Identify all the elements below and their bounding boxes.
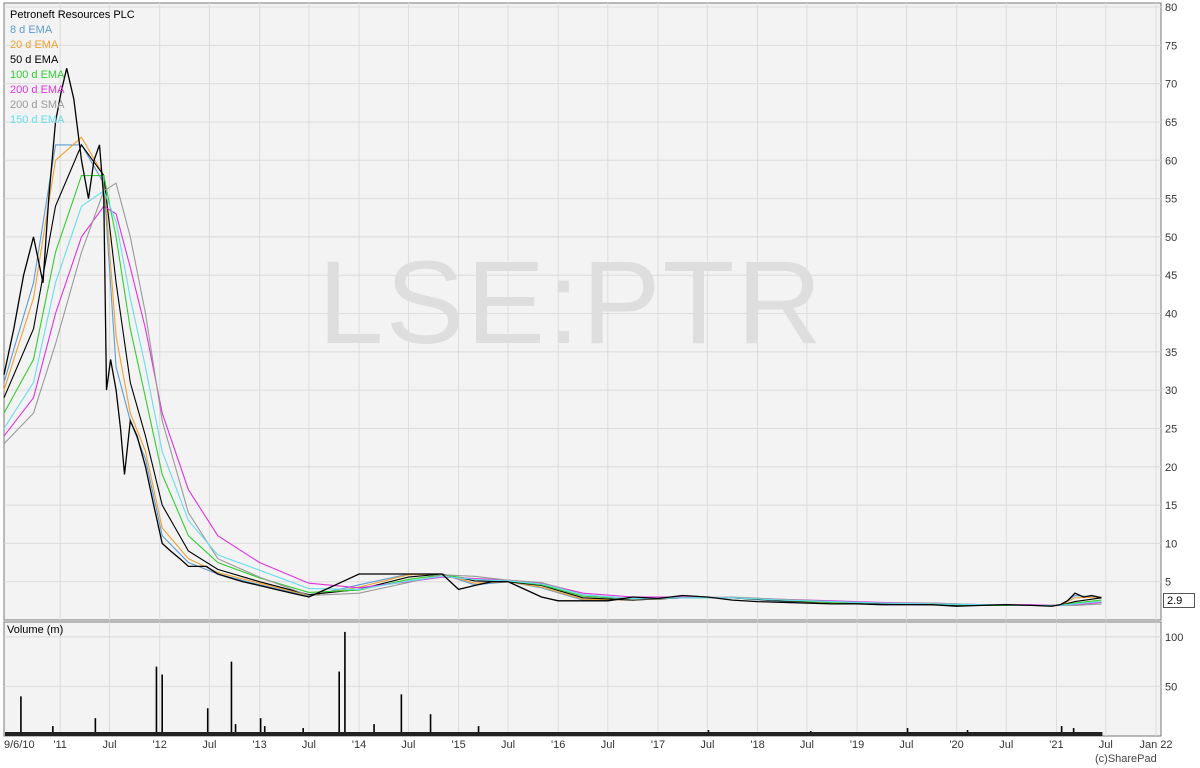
volume-bar: [230, 661, 233, 736]
volume-bar: [263, 726, 266, 736]
volume-bar: [52, 726, 54, 736]
y-tick-label: 65: [1165, 117, 1177, 129]
volume-bar: [477, 726, 480, 736]
y-tick-label: 15: [1165, 500, 1177, 512]
x-tick-label: '18: [750, 739, 764, 751]
volume-bar: [373, 724, 375, 736]
y-tick-label: 10: [1165, 538, 1177, 550]
x-tick-label: Jul: [999, 739, 1013, 751]
x-tick-label: 9/6/10: [4, 739, 35, 751]
y-tick-label: 75: [1165, 40, 1177, 52]
y-tick-label: 35: [1165, 347, 1177, 359]
volume-tick-label: 50: [1165, 681, 1177, 693]
y-tick-label: 5: [1165, 577, 1171, 589]
volume-baseline: [5, 732, 1103, 736]
volume-bar: [155, 666, 158, 736]
legend-entry-150d-ema: 150 d EMA: [10, 114, 65, 126]
volume-bar: [161, 674, 163, 736]
copyright: (c)SharePad: [1095, 753, 1157, 765]
volume-tick-label: 100: [1165, 632, 1183, 644]
volume-bar: [234, 724, 237, 736]
volume-bar: [206, 708, 209, 736]
legend-entry-200d-ema: 200 d EMA: [10, 84, 65, 96]
x-tick-label: Jul: [899, 739, 913, 751]
series-line-200-d-sma: [3, 182, 1102, 606]
legend: Petroneft Resources PLC 8 d EMA 20 d EMA…: [10, 8, 135, 128]
y-tick-label: 50: [1165, 232, 1177, 244]
x-tick-label: Jul: [501, 739, 515, 751]
x-tick-label: Jul: [601, 739, 615, 751]
x-tick-label: '15: [451, 739, 465, 751]
x-tick-label: Jul: [302, 739, 316, 751]
y-tick-label: 55: [1165, 194, 1177, 206]
series-line-price: [3, 68, 1102, 607]
volume-bar: [338, 671, 340, 736]
price-panel: [3, 2, 1162, 621]
volume-bar: [259, 718, 262, 736]
volume-bar: [1060, 726, 1063, 736]
y-tick-label: 30: [1165, 385, 1177, 397]
volume-title: Volume (m): [7, 624, 64, 636]
x-tick-label: '17: [651, 739, 665, 751]
y-tick-label: 60: [1165, 155, 1177, 167]
volume-bar: [20, 696, 22, 736]
legend-entry-100d-ema: 100 d EMA: [10, 69, 65, 81]
x-tick-label: '19: [850, 739, 864, 751]
y-tick-label: 70: [1165, 79, 1177, 91]
series-line-150-d-ema: [3, 190, 1102, 606]
x-tick-label: '11: [53, 739, 67, 751]
x-tick-label: '16: [551, 739, 565, 751]
x-tick-label: Jul: [401, 739, 415, 751]
legend-entry-200d-sma: 200 d SMA: [10, 99, 65, 111]
x-tick-label: '20: [949, 739, 963, 751]
x-tick-label: Jan 22: [1139, 739, 1172, 751]
volume-bar: [400, 694, 403, 736]
legend-entry-20d-ema: 20 d EMA: [10, 39, 59, 51]
x-tick-label: Jul: [103, 739, 117, 751]
x-tick-label: '14: [352, 739, 366, 751]
x-tick-label: Jul: [1099, 739, 1113, 751]
volume-bar: [429, 714, 432, 736]
x-tick-label: Jul: [700, 739, 714, 751]
legend-entry-50d-ema: 50 d EMA: [10, 54, 59, 66]
x-tick-label: '13: [252, 739, 266, 751]
x-tick-label: '12: [153, 739, 167, 751]
y-tick-label: 80: [1165, 2, 1177, 14]
y-tick-label: 40: [1165, 309, 1177, 321]
x-tick-label: Jul: [202, 739, 216, 751]
y-tick-label: 20: [1165, 462, 1177, 474]
volume-panel: [3, 621, 1162, 737]
x-tick-label: '21: [1049, 739, 1063, 751]
legend-entry-8d-ema: 8 d EMA: [10, 24, 53, 36]
volume-bar: [344, 631, 346, 736]
y-tick-label: 25: [1165, 423, 1177, 435]
last-price-tag: 2.9: [1163, 593, 1195, 608]
chart-title: Petroneft Resources PLC: [10, 9, 135, 21]
x-tick-label: Jul: [800, 739, 814, 751]
y-tick-label: 45: [1165, 270, 1177, 282]
watermark: LSE:PTR: [318, 237, 824, 369]
volume-bar: [94, 718, 97, 736]
